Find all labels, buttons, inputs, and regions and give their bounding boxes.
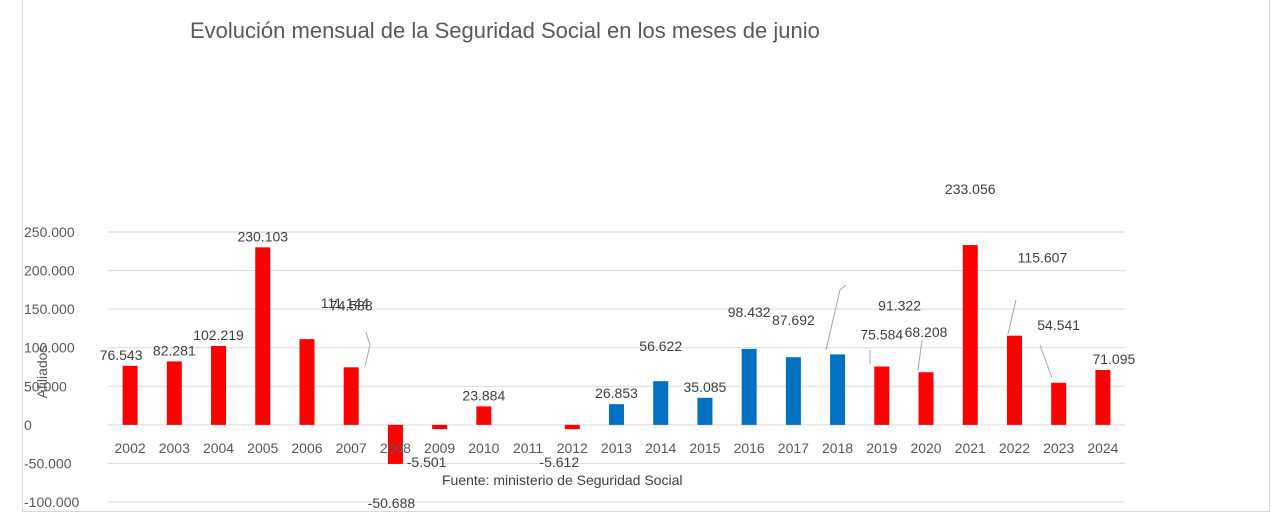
bar-2017: [785, 357, 801, 425]
x-tick-label: 2007: [336, 440, 367, 456]
gridlines: [108, 231, 1125, 503]
x-tick-label: 2015: [689, 440, 720, 456]
data-label-2017: 87.692: [772, 312, 815, 328]
data-label-2019: 75.584: [860, 327, 903, 343]
data-label-2020: 68.208: [905, 324, 948, 340]
x-tick-label: 2018: [822, 440, 853, 456]
leader-line-2020: [917, 339, 923, 371]
x-axis-ticks: 2002 2003 2004 2005 2006 2007 2008 2009 2010 2011…: [115, 440, 1119, 456]
x-tick-label: 2019: [866, 440, 897, 456]
x-tick-label: 2022: [999, 440, 1030, 456]
x-tick-label: 2004: [203, 440, 234, 456]
data-label-2006: 111.144: [321, 295, 370, 311]
bar-2012: [564, 424, 580, 430]
data-label-2012: -5.612: [539, 454, 579, 470]
bar-2019: [874, 366, 890, 425]
x-tick-label: 2008: [380, 440, 411, 456]
bar-2006: [299, 339, 315, 425]
x-tick-label: 2017: [778, 440, 809, 456]
data-label-2010: 23.884: [462, 387, 505, 403]
x-tick-label: 2012: [557, 440, 588, 456]
bar-2023: [1051, 382, 1067, 425]
x-tick-label: 2009: [424, 440, 455, 456]
x-tick-label: 2011: [513, 440, 543, 456]
bar-2008: [387, 424, 403, 464]
y-axis-ticks: 250.000 200.000 150.000 100.000 50.000 0 -50.0…: [24, 224, 79, 510]
data-label-2002: 76.543: [100, 347, 143, 363]
x-tick-label: 2010: [468, 440, 499, 456]
bar-2016: [741, 348, 757, 425]
leader-lines: [364, 284, 1053, 379]
x-tick-label: 2013: [601, 440, 632, 456]
bar-2003: [166, 361, 182, 425]
leader-line-2007: [364, 331, 371, 367]
y-tick-label: 50.000: [24, 378, 67, 394]
bar-2024: [1095, 370, 1111, 425]
x-tick-label: 2014: [645, 440, 676, 456]
bar-2015: [697, 397, 713, 425]
y-tick-label: 100.000: [24, 340, 75, 356]
bar-2021: [962, 245, 978, 425]
bar-2002: [122, 365, 138, 425]
leader-line-2018: [825, 284, 847, 351]
leader-line-2023: [1039, 344, 1053, 379]
data-label-2024: 71.095: [1092, 351, 1135, 367]
data-label-2014: 56.622: [639, 338, 682, 354]
y-tick-label: 250.000: [24, 224, 75, 240]
data-label-2013: 26.853: [595, 385, 638, 401]
bar-2020: [918, 372, 934, 425]
data-label-2004: 102.219: [193, 327, 244, 343]
x-tick-label: 2016: [734, 440, 765, 456]
leader-line-2022: [1007, 299, 1017, 335]
data-label-2003: 82.281: [153, 342, 196, 358]
data-label-2009: -5.501: [407, 454, 447, 470]
source-note: Fuente: ministerio de Seguridad Social: [442, 472, 682, 488]
bar-2007: [343, 367, 359, 425]
y-tick-label: 150.000: [24, 301, 75, 317]
bar-2014: [653, 381, 669, 425]
y-tick-label: -100.000: [24, 494, 79, 510]
data-label-2018: 91.322: [878, 297, 921, 313]
data-label-2016: 98.432: [728, 304, 771, 320]
x-tick-label: 2006: [291, 440, 322, 456]
data-label-2008: -50.688: [368, 495, 416, 511]
data-label-2023: 54.541: [1037, 317, 1080, 333]
chart-title: Evolución mensual de la Seguridad Social…: [190, 18, 820, 43]
bar-2010: [476, 406, 492, 425]
y-tick-label: 200.000: [24, 263, 75, 279]
bar-2018: [830, 354, 846, 425]
y-tick-label: -50.000: [24, 455, 72, 471]
bars: [122, 245, 1111, 464]
bar-2004: [211, 346, 227, 425]
x-tick-label: 2024: [1087, 440, 1118, 456]
bar-2013: [609, 404, 624, 425]
data-label-2021: 233.056: [945, 181, 996, 197]
x-tick-label: 2021: [955, 440, 986, 456]
bar-2009: [432, 424, 448, 430]
x-tick-label: 2003: [159, 440, 190, 456]
x-tick-label: 2020: [910, 440, 941, 456]
data-label-2005: 230.103: [237, 228, 288, 244]
data-label-2007: 74.588: [330, 297, 373, 313]
y-axis-label: Afiliados: [34, 346, 50, 399]
bar-2022: [1006, 335, 1022, 425]
x-tick-label: 2005: [247, 440, 278, 456]
x-tick-label: 2002: [115, 440, 146, 456]
y-tick-label: 0: [24, 417, 32, 433]
x-tick-label: 2023: [1043, 440, 1074, 456]
chart-frame: [22, 0, 1270, 512]
data-label-2015: 35.085: [684, 379, 727, 395]
bar-2005: [255, 247, 271, 425]
data-label-2022: 115.607: [1018, 250, 1068, 266]
